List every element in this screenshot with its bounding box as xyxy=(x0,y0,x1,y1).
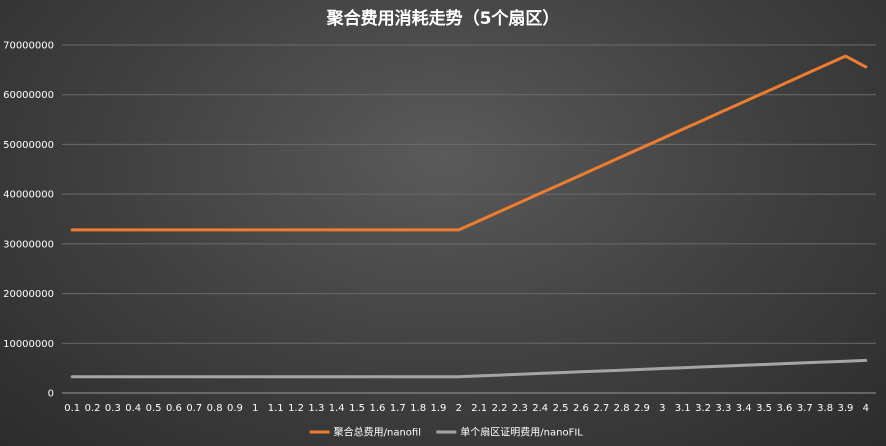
gridlines xyxy=(62,44,876,394)
y-tick-label: 60000000 xyxy=(3,90,54,101)
legend: 聚合总费用/nanofil 单个扇区证明费用/nanoFIL xyxy=(309,426,583,439)
x-tick-label: 3.5 xyxy=(756,403,772,414)
x-tick-label: 1.8 xyxy=(410,403,426,414)
series-line-2 xyxy=(70,358,868,379)
x-tick-label: 3.4 xyxy=(736,403,752,414)
x-tick-label: 2 xyxy=(456,403,462,414)
x-tick-label: 0.2 xyxy=(85,403,101,414)
x-tick-label: 4 xyxy=(863,403,869,414)
x-tick-label: 2.5 xyxy=(553,403,569,414)
x-tick-label: 0.5 xyxy=(146,403,162,414)
x-tick-label: 1.3 xyxy=(308,403,324,414)
x-tick-label: 3.6 xyxy=(776,403,792,414)
x-tick-label: 2.3 xyxy=(512,403,528,414)
x-tick-label: 1.7 xyxy=(390,403,406,414)
x-tick-label: 2.7 xyxy=(593,403,609,414)
x-tick-label: 0.7 xyxy=(186,403,202,414)
x-tick-label: 2.8 xyxy=(614,403,630,414)
y-tick-label: 10000000 xyxy=(3,339,54,350)
x-tick-label: 1.6 xyxy=(369,403,385,414)
x-tick-label: 2.9 xyxy=(634,403,650,414)
x-tick-label: 2.1 xyxy=(471,403,487,414)
x-tick-label: 3 xyxy=(659,403,665,414)
x-tick-label: 0.4 xyxy=(125,403,141,414)
y-tick-label: 0 xyxy=(48,389,54,400)
y-axis-tick-labels: 0 10000000 20000000 30000000 40000000 5000000… xyxy=(3,41,54,400)
series-lines xyxy=(70,54,868,379)
legend-label: 单个扇区证明费用/nanoFIL xyxy=(460,426,583,439)
x-tick-label: 0.8 xyxy=(207,403,223,414)
x-tick-label: 3.3 xyxy=(715,403,731,414)
x-tick-label: 1.5 xyxy=(349,403,365,414)
y-tick-label: 70000000 xyxy=(3,41,54,52)
series-line-1 xyxy=(70,54,868,232)
x-tick-label: 3.9 xyxy=(838,403,854,414)
x-tick-label: 3.2 xyxy=(695,403,711,414)
x-tick-label: 0.9 xyxy=(227,403,243,414)
x-tick-label: 2.2 xyxy=(492,403,508,414)
x-tick-label: 0.6 xyxy=(166,403,182,414)
y-tick-label: 40000000 xyxy=(3,190,54,201)
x-tick-label: 3.1 xyxy=(675,403,691,414)
x-tick-label: 1.4 xyxy=(329,403,345,414)
chart-title: 聚合费用消耗走势（5个扇区） xyxy=(326,8,560,29)
x-tick-label: 2.4 xyxy=(532,403,548,414)
x-tick-label: 1.1 xyxy=(268,403,284,414)
x-tick-label: 0.1 xyxy=(64,403,80,414)
x-axis-tick-labels: 0.1 0.2 0.3 0.4 0.5 0.6 0.7 0.8 0.9 1 1.1 1.2 1.3 1.4… xyxy=(64,403,869,414)
x-tick-label: 2.6 xyxy=(573,403,589,414)
x-tick-label: 3.7 xyxy=(797,403,813,414)
x-tick-label: 1 xyxy=(252,403,258,414)
legend-label: 聚合总费用/nanofil xyxy=(334,426,421,439)
x-tick-label: 1.9 xyxy=(431,403,447,414)
x-tick-label: 3.8 xyxy=(817,403,833,414)
y-tick-label: 30000000 xyxy=(3,239,54,250)
y-tick-label: 50000000 xyxy=(3,140,54,151)
x-tick-label: 1.2 xyxy=(288,403,304,414)
y-tick-label: 20000000 xyxy=(3,289,54,300)
x-tick-label: 0.3 xyxy=(105,403,121,414)
